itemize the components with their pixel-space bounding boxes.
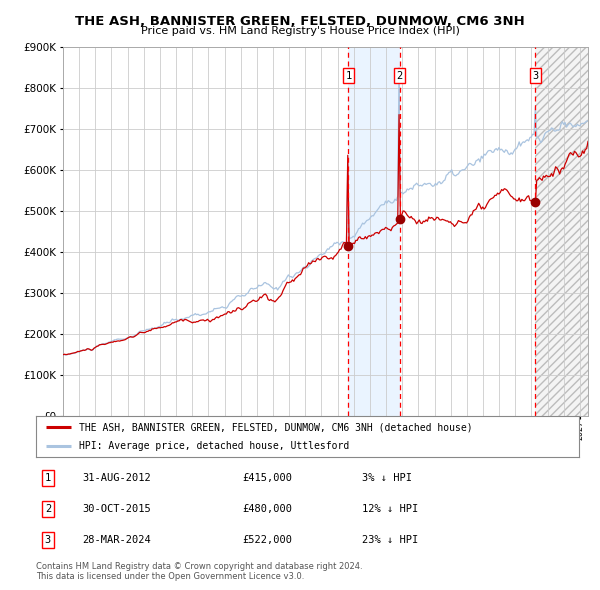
Text: Contains HM Land Registry data © Crown copyright and database right 2024.: Contains HM Land Registry data © Crown c… xyxy=(36,562,362,571)
Text: 23% ↓ HPI: 23% ↓ HPI xyxy=(362,535,418,545)
Text: £480,000: £480,000 xyxy=(242,504,292,514)
Text: 28-MAR-2024: 28-MAR-2024 xyxy=(82,535,151,545)
Text: 31-AUG-2012: 31-AUG-2012 xyxy=(82,473,151,483)
Bar xyxy=(349,47,400,416)
Text: 3% ↓ HPI: 3% ↓ HPI xyxy=(362,473,412,483)
Text: 1: 1 xyxy=(345,71,352,81)
Bar xyxy=(535,47,588,416)
Text: 1: 1 xyxy=(45,473,51,483)
Text: 3: 3 xyxy=(532,71,538,81)
Bar xyxy=(535,47,588,416)
Text: 12% ↓ HPI: 12% ↓ HPI xyxy=(362,504,418,514)
Text: 3: 3 xyxy=(45,535,51,545)
Text: Price paid vs. HM Land Registry's House Price Index (HPI): Price paid vs. HM Land Registry's House … xyxy=(140,26,460,36)
Text: 2: 2 xyxy=(45,504,51,514)
Text: £415,000: £415,000 xyxy=(242,473,292,483)
Text: THE ASH, BANNISTER GREEN, FELSTED, DUNMOW, CM6 3NH (detached house): THE ASH, BANNISTER GREEN, FELSTED, DUNMO… xyxy=(79,422,473,432)
Text: £522,000: £522,000 xyxy=(242,535,292,545)
Text: This data is licensed under the Open Government Licence v3.0.: This data is licensed under the Open Gov… xyxy=(36,572,304,581)
Text: THE ASH, BANNISTER GREEN, FELSTED, DUNMOW, CM6 3NH: THE ASH, BANNISTER GREEN, FELSTED, DUNMO… xyxy=(75,15,525,28)
Text: 2: 2 xyxy=(397,71,403,81)
Text: HPI: Average price, detached house, Uttlesford: HPI: Average price, detached house, Uttl… xyxy=(79,441,350,451)
Text: 30-OCT-2015: 30-OCT-2015 xyxy=(82,504,151,514)
